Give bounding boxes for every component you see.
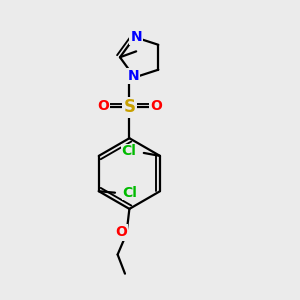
- Text: Cl: Cl: [122, 186, 137, 200]
- Text: O: O: [115, 225, 127, 239]
- Text: N: N: [130, 30, 142, 44]
- Text: Cl: Cl: [122, 145, 136, 158]
- Text: N: N: [127, 69, 139, 83]
- Text: O: O: [97, 99, 109, 113]
- Text: S: S: [123, 98, 135, 116]
- Text: O: O: [150, 99, 162, 113]
